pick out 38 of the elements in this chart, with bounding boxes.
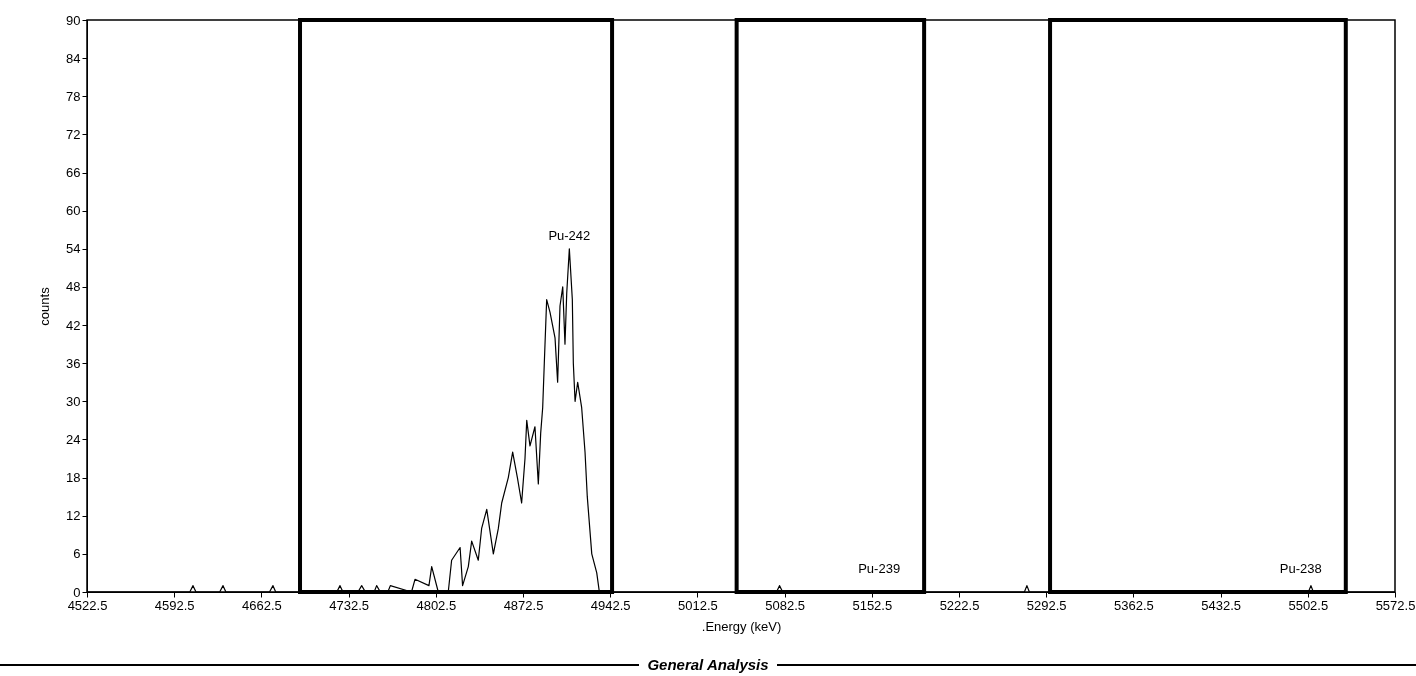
y-tick-label: 78 xyxy=(66,88,81,104)
y-tick-label: 54 xyxy=(66,241,81,257)
x-tick-label: 5012.5 xyxy=(678,597,718,613)
band-label: Pu-238 xyxy=(1279,561,1322,576)
x-tick-label: 4732.5 xyxy=(329,597,369,613)
x-tick-label: 4522.5 xyxy=(67,597,108,613)
x-tick-label: 4942.5 xyxy=(590,597,631,613)
y-tick-label: 90 xyxy=(66,12,81,28)
x-tick-label: 5082.5 xyxy=(765,597,805,613)
x-tick-label: 4872.5 xyxy=(503,597,544,613)
y-tick-label: 0 xyxy=(73,584,81,600)
x-tick-label: 5432.5 xyxy=(1201,597,1241,613)
text: General Analysis xyxy=(646,656,770,674)
x-tick-label: 5292.5 xyxy=(1026,597,1067,613)
x-tick-label: 4802.5 xyxy=(416,597,457,613)
x-tick-label: 5502.5 xyxy=(1288,597,1329,613)
annotation: Pu-242 xyxy=(548,227,591,243)
x-tick-label: 5222.5 xyxy=(939,597,980,613)
y-tick-label: 72 xyxy=(66,126,81,142)
x-tick-label: 5152.5 xyxy=(852,597,893,613)
y-axis-title: counts xyxy=(37,286,53,326)
x-axis-title: .Energy (keV) xyxy=(701,618,782,634)
y-tick-label: 6 xyxy=(73,546,81,562)
y-tick-label: 18 xyxy=(66,470,81,486)
x-tick-label: 5362.5 xyxy=(1114,597,1154,613)
y-tick-label: 84 xyxy=(66,50,81,66)
y-tick-label: 30 xyxy=(66,393,81,409)
y-tick-label: 48 xyxy=(66,279,81,295)
x-tick-label: 4662.5 xyxy=(242,597,282,613)
y-tick-label: 42 xyxy=(66,317,81,333)
band-label: Pu-239 xyxy=(858,561,901,576)
y-tick-label: 60 xyxy=(66,203,81,219)
y-tick-label: 36 xyxy=(66,355,81,371)
y-tick-label: 66 xyxy=(66,165,81,181)
x-tick-label: 5572.5 xyxy=(1375,597,1416,613)
x-tick-label: 4592.5 xyxy=(154,597,195,613)
y-tick-label: 24 xyxy=(66,431,81,447)
y-tick-label: 12 xyxy=(66,508,81,524)
